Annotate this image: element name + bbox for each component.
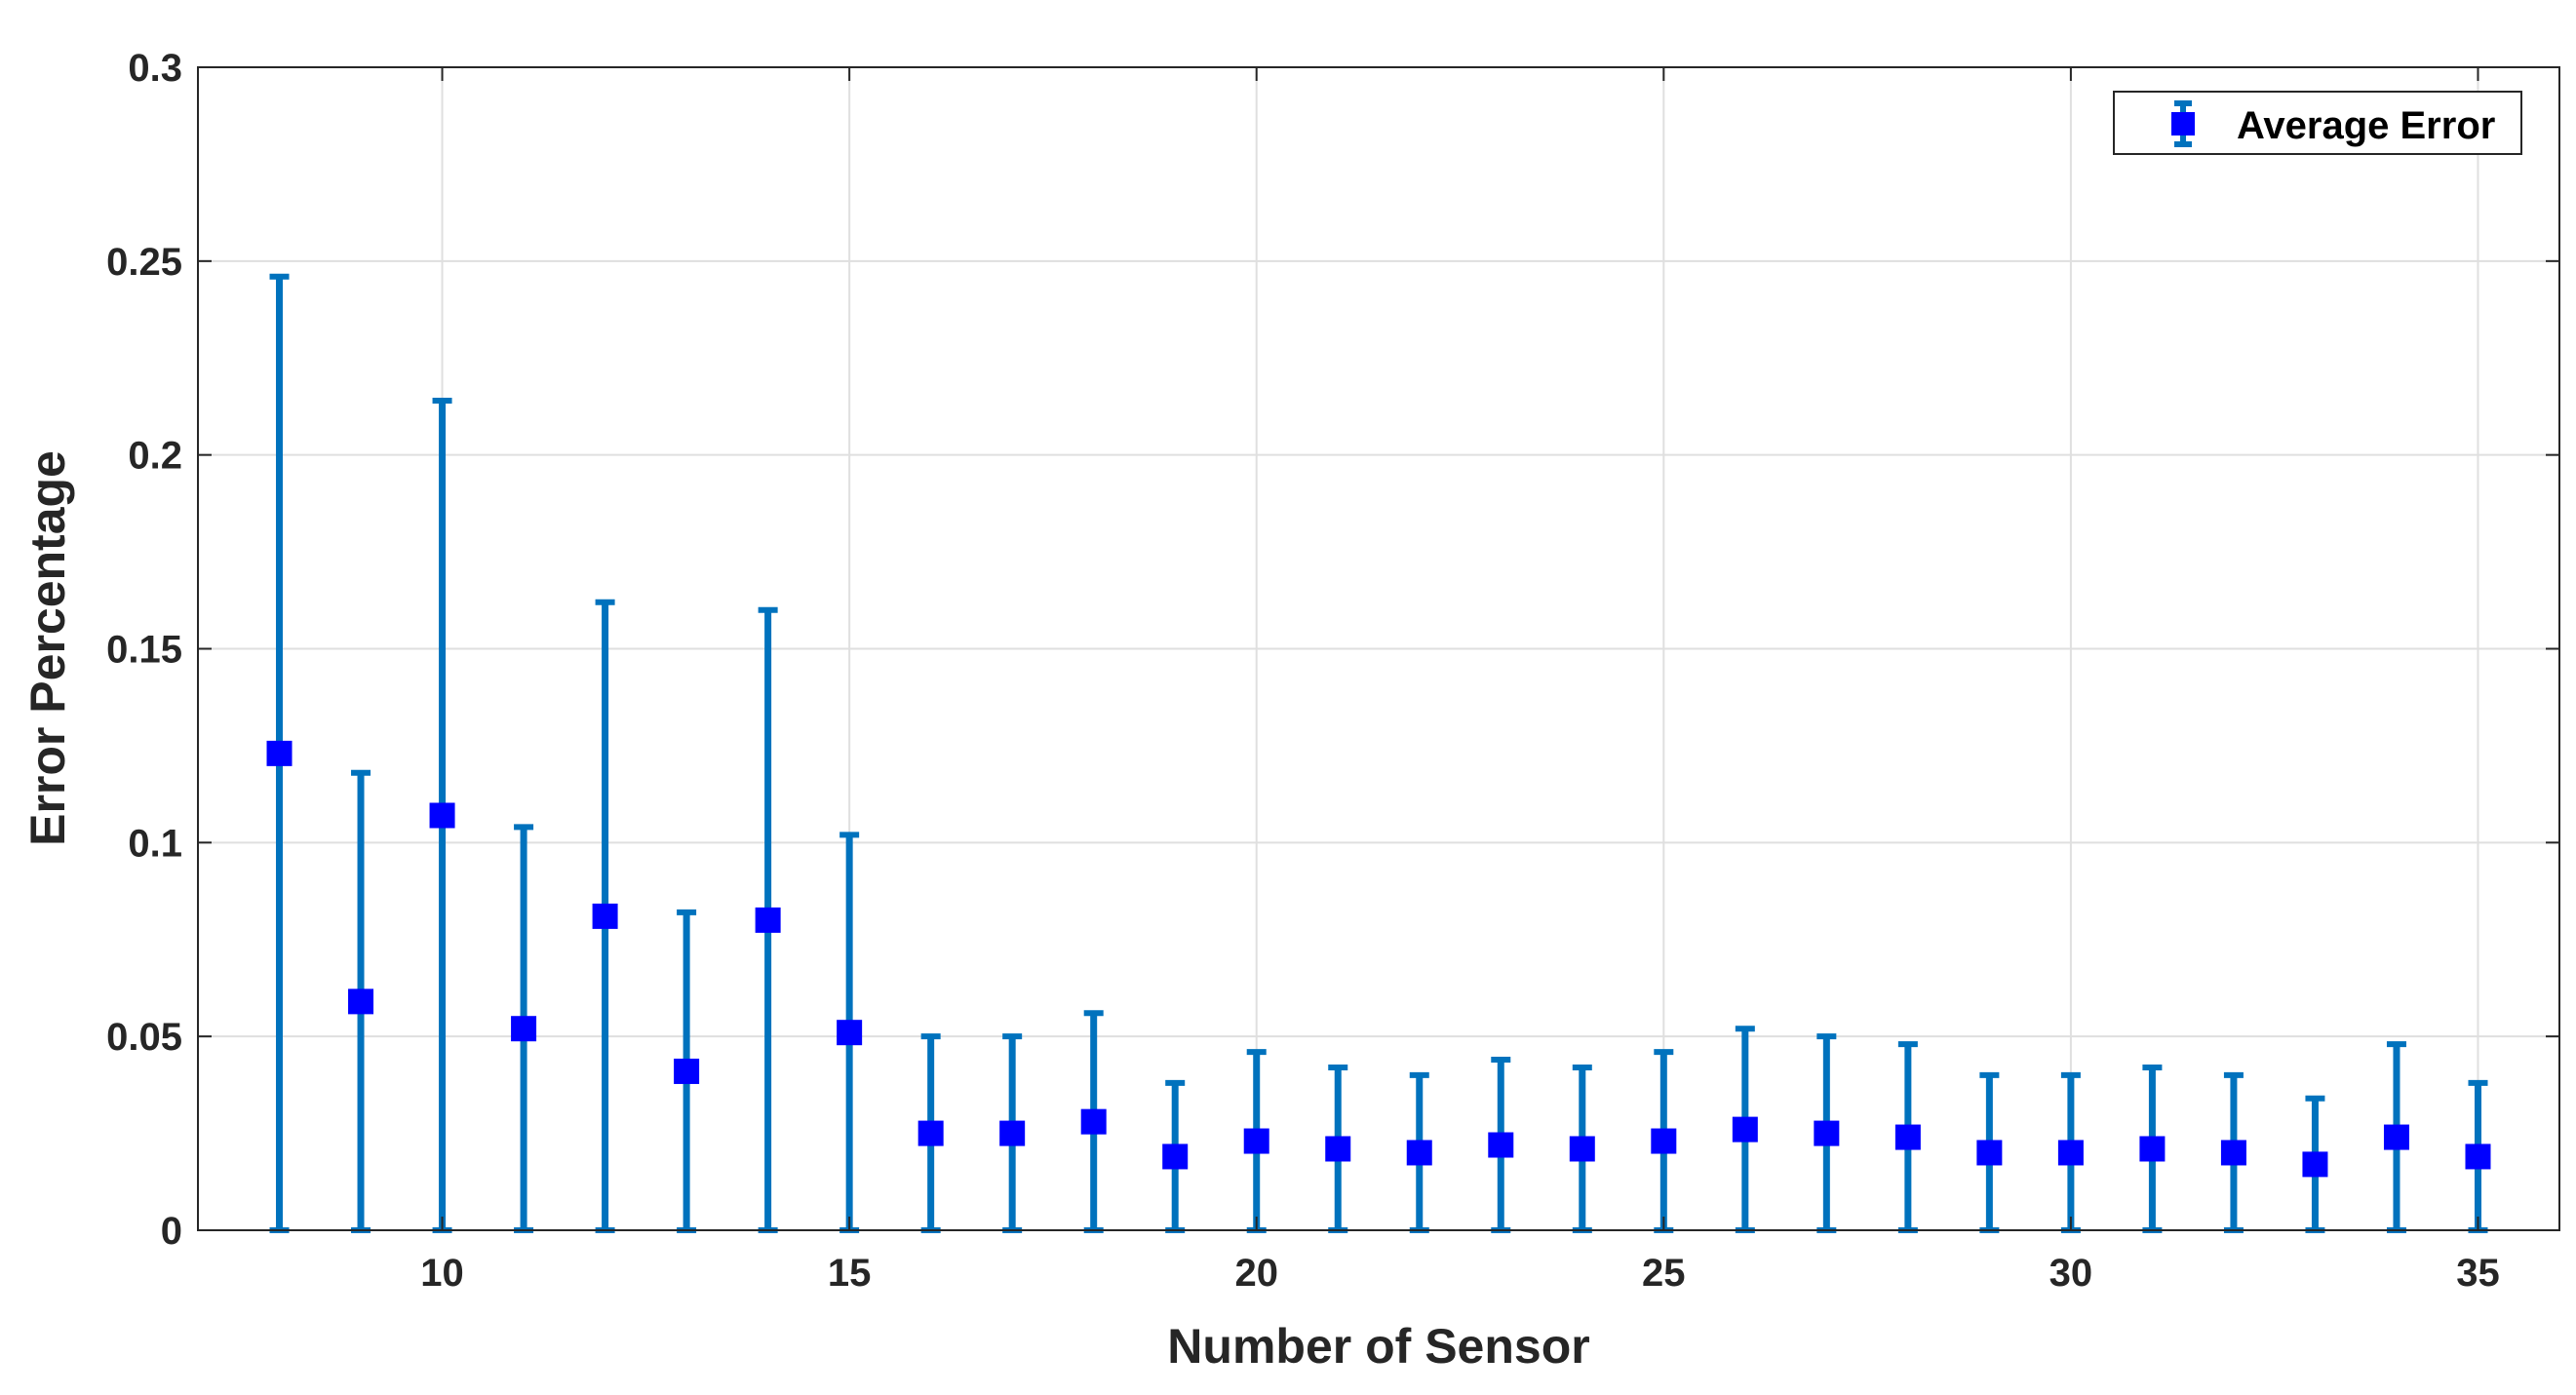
y-tick-label: 0 [161, 1210, 182, 1253]
data-point-marker [2220, 1140, 2246, 1166]
data-point-marker [917, 1120, 944, 1146]
x-tick-label: 30 [2049, 1252, 2093, 1295]
data-point-marker [2383, 1124, 2409, 1150]
legend: Average Error [2113, 91, 2522, 155]
data-point-marker [1406, 1140, 1432, 1166]
data-point-marker [348, 988, 374, 1015]
x-tick-label: 15 [828, 1252, 872, 1295]
data-point-marker [2057, 1140, 2084, 1166]
y-tick-label: 0.15 [106, 629, 182, 672]
data-point-marker [1569, 1136, 1595, 1162]
data-point-marker [837, 1020, 863, 1046]
grid [198, 66, 2559, 1231]
data-point-marker [1488, 1132, 1514, 1158]
x-tick-label: 10 [420, 1252, 464, 1295]
data-point-marker [2465, 1143, 2491, 1170]
data-point-marker [1243, 1128, 1269, 1154]
data-point-marker [266, 740, 293, 766]
data-point-marker [674, 1058, 700, 1084]
data-point-marker [1814, 1120, 1840, 1146]
y-tick-label: 0.25 [106, 241, 182, 284]
x-tick-label: 35 [2456, 1252, 2500, 1295]
x-axis-label: Number of Sensor [1167, 1319, 1589, 1374]
data-point-marker [592, 903, 618, 929]
data-point-marker [1325, 1136, 1351, 1162]
data-point-marker [2302, 1151, 2328, 1178]
ticks: 10 15 20 25 30 35 0 0.05 0.1 0.15 0.2 0.25 0.3 [106, 47, 2559, 1295]
legend-square-marker-icon [2171, 112, 2195, 136]
data-point-marker [1732, 1116, 1758, 1143]
data-point-marker [429, 802, 455, 829]
data-point-marker [999, 1120, 1026, 1146]
y-axis-label: Error Percentage [20, 450, 75, 846]
y-tick-label: 0.1 [128, 822, 182, 865]
data-point-marker [1080, 1108, 1107, 1135]
y-tick-label: 0.2 [128, 435, 182, 478]
series-average-error [266, 273, 2491, 1233]
data-point-marker [1162, 1143, 1189, 1170]
y-tick-label: 0.3 [128, 47, 182, 90]
x-tick-label: 20 [1234, 1252, 1278, 1295]
data-point-marker [1651, 1128, 1677, 1154]
legend-label: Average Error [2237, 104, 2495, 147]
data-point-marker [2139, 1136, 2166, 1162]
data-point-marker [755, 907, 781, 933]
data-point-marker [511, 1016, 537, 1042]
y-tick-label: 0.05 [106, 1016, 182, 1059]
data-point-marker [1976, 1140, 2003, 1166]
data-point-marker [1894, 1124, 1921, 1150]
x-tick-label: 25 [1642, 1252, 1686, 1295]
